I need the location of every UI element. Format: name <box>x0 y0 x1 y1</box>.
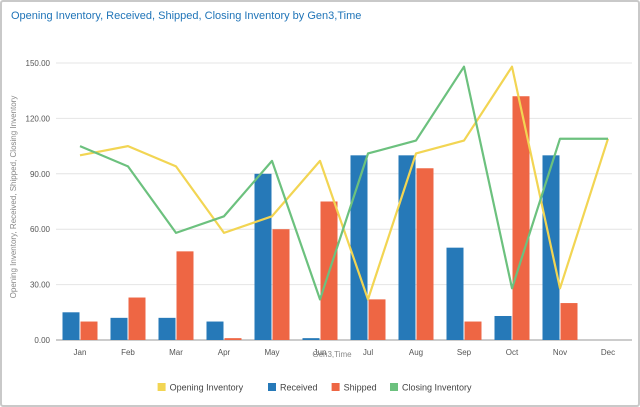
bar-received <box>398 155 416 340</box>
x-tick-label: Sep <box>457 348 472 357</box>
x-tick-label: Dec <box>601 348 615 357</box>
bar-received <box>350 155 368 340</box>
x-tick-label: Feb <box>121 348 135 357</box>
bar-shipped <box>512 96 530 341</box>
legend-swatch-opening-inventory <box>157 383 166 391</box>
x-tick-label: Jan <box>74 348 87 357</box>
line-closing-inventory <box>79 65 608 301</box>
x-tick-label: Oct <box>506 348 519 357</box>
bar-received <box>158 317 176 340</box>
x-tick-label: Jul <box>363 348 373 357</box>
bar-shipped <box>224 338 242 340</box>
bar-shipped <box>176 251 194 340</box>
bar-shipped <box>80 321 98 340</box>
y-tick-label: 90.00 <box>30 170 51 179</box>
y-tick-label: 30.00 <box>30 281 51 290</box>
y-tick-label: 120.00 <box>26 114 51 123</box>
bar-received <box>110 317 128 340</box>
legend-swatch-closing-inventory <box>390 383 398 391</box>
bar-received <box>62 312 80 340</box>
legend-label-opening-inventory: Opening Inventory <box>170 383 244 393</box>
y-tick-label: 60.00 <box>30 225 51 234</box>
bar-shipped <box>560 303 578 340</box>
bar-shipped <box>128 297 146 340</box>
x-tick-label: Aug <box>409 348 423 357</box>
legend-label-closing-inventory: Closing Inventory <box>402 383 472 393</box>
x-tick-label: Nov <box>553 348 567 357</box>
x-tick-label: May <box>264 348 279 357</box>
y-tick-label: 0.00 <box>34 336 50 345</box>
x-axis-label: Gen3,Time <box>312 350 352 359</box>
bar-shipped <box>368 299 386 340</box>
bar-received <box>302 338 320 340</box>
y-tick-label: 150.00 <box>26 59 51 68</box>
legend-swatch-shipped <box>331 383 340 391</box>
legend-swatch-received <box>268 383 276 391</box>
bar-received <box>254 173 272 340</box>
line-opening-inventory <box>79 65 610 301</box>
chart-title: Opening Inventory, Received, Shipped, Cl… <box>11 10 362 22</box>
bar-shipped <box>272 229 290 340</box>
x-tick-label: Apr <box>218 348 231 357</box>
legend-label-shipped: Shipped <box>344 383 377 393</box>
y-axis-label: Opening Inventory, Received, Shipped, Cl… <box>9 96 18 299</box>
bar-received <box>446 247 464 340</box>
bar-received <box>494 315 512 340</box>
x-tick-label: Jun <box>314 348 327 357</box>
bar-shipped <box>464 321 482 340</box>
legend-label-received: Received <box>280 383 318 393</box>
x-tick-label: Mar <box>169 348 183 357</box>
bar-shipped <box>416 168 434 340</box>
bar-received <box>206 321 224 340</box>
